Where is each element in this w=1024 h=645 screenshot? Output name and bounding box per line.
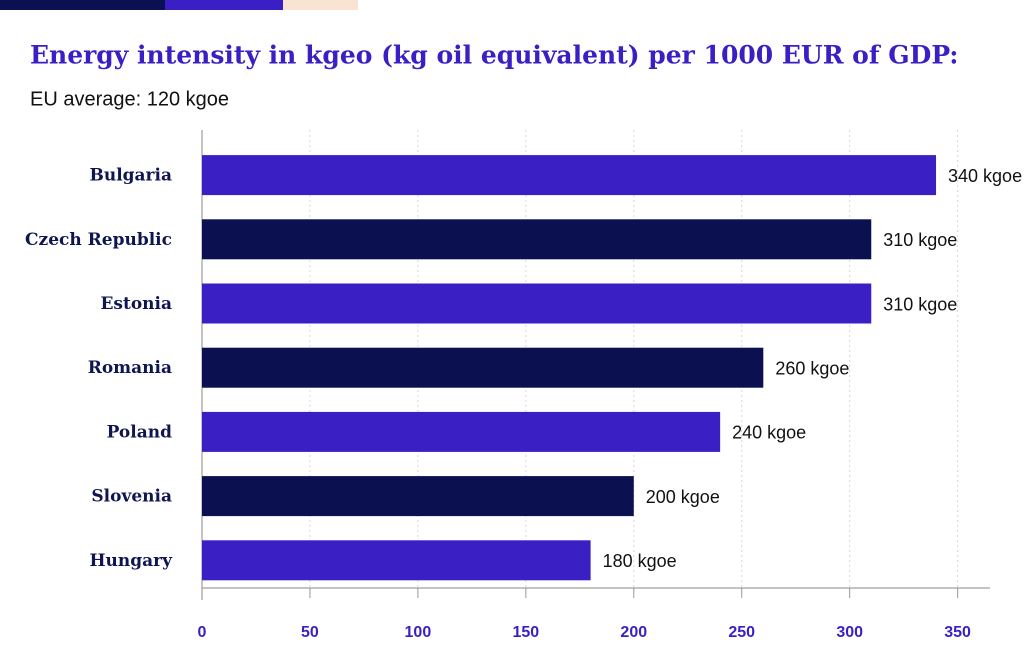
value-label: 310 kgoe xyxy=(883,294,957,314)
x-tick-label: 300 xyxy=(836,624,863,641)
category-label: Hungary xyxy=(89,551,173,571)
x-tick-label: 350 xyxy=(944,624,971,641)
value-label: 260 kgoe xyxy=(775,358,849,378)
bar xyxy=(202,476,634,517)
value-label: 180 kgoe xyxy=(603,551,677,571)
bar xyxy=(202,411,721,452)
x-tick-label: 200 xyxy=(620,624,647,641)
bar xyxy=(202,347,764,388)
value-label: 310 kgoe xyxy=(883,230,957,250)
value-label: 240 kgoe xyxy=(732,423,806,443)
bar xyxy=(202,540,591,581)
value-label: 200 kgoe xyxy=(646,487,720,507)
category-label: Romania xyxy=(88,358,172,378)
x-tick-label: 50 xyxy=(301,624,319,641)
chart-title: Energy intensity in kgeo (kg oil equival… xyxy=(30,41,958,70)
decor-bar xyxy=(165,0,283,10)
category-label: Bulgaria xyxy=(89,166,172,186)
bar xyxy=(202,155,937,196)
bar xyxy=(202,219,872,260)
x-tick-label: 250 xyxy=(728,624,755,641)
value-label: 340 kgoe xyxy=(948,166,1022,186)
decor-bar xyxy=(0,0,165,10)
x-tick-label: 0 xyxy=(198,624,207,641)
category-label: Estonia xyxy=(100,294,172,314)
decor-bar xyxy=(283,0,358,10)
x-tick-label: 100 xyxy=(405,624,432,641)
category-label: Poland xyxy=(107,422,172,442)
x-tick-label: 150 xyxy=(512,624,539,641)
chart-subtitle: EU average: 120 kgoe xyxy=(30,88,229,110)
category-label: Czech Republic xyxy=(25,230,172,250)
category-label: Slovenia xyxy=(91,487,172,507)
bar xyxy=(202,283,872,324)
